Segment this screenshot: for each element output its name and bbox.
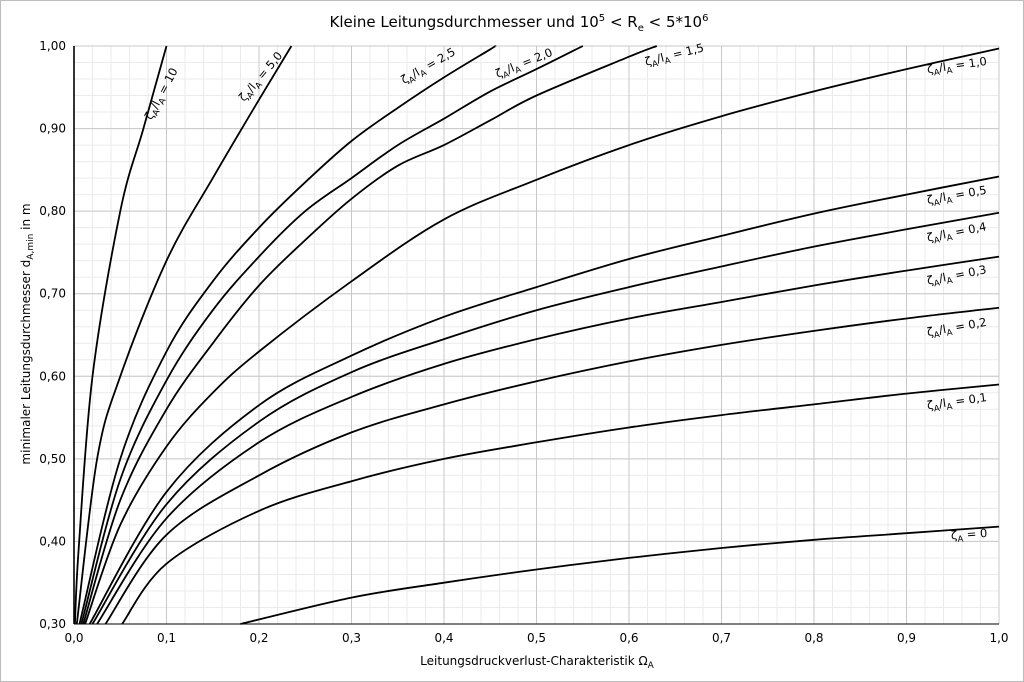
y-tick-label: 0,70 bbox=[39, 287, 66, 301]
y-axis-label: minimaler Leitungsdurchmesser dA,min in … bbox=[19, 203, 36, 464]
y-tick-label: 0,80 bbox=[39, 204, 66, 218]
series-line-1 bbox=[121, 383, 1000, 625]
series-line-10 bbox=[75, 45, 293, 625]
y-tick-label: 1,00 bbox=[39, 39, 66, 53]
x-tick-label: 0,8 bbox=[804, 631, 823, 645]
series-line-0 bbox=[240, 525, 1000, 625]
curve-label: ζA/lA = 0,1 bbox=[926, 390, 988, 415]
x-tick-label: 0,3 bbox=[342, 631, 361, 645]
grid-major bbox=[73, 45, 1000, 625]
series-line-9 bbox=[78, 45, 497, 625]
curve-label: ζA/lA = 5,0 bbox=[236, 49, 288, 106]
curve-label: ζA/lA = 0,3 bbox=[926, 262, 988, 290]
curve-label: ζA = 0 bbox=[950, 526, 987, 545]
y-tick-label: 0,30 bbox=[39, 617, 66, 631]
chart-title: Kleine Leitungsdurchmesser und 105 < Re … bbox=[330, 13, 709, 34]
curve-label: ζA/lA = 1,5 bbox=[643, 40, 706, 71]
x-tick-label: 0,5 bbox=[527, 631, 546, 645]
x-tick-label: 0,4 bbox=[434, 631, 453, 645]
series-line-5 bbox=[88, 175, 1000, 625]
curve-labels: ζA/lA = 10 ζA/lA = 5,0 ζA/lA = 2,5 ζA/lA = … bbox=[142, 40, 988, 545]
x-tick-label: 0,9 bbox=[897, 631, 916, 645]
series-line-6 bbox=[84, 47, 1000, 625]
x-tick-label: 0,1 bbox=[157, 631, 176, 645]
y-tick-label: 0,40 bbox=[39, 534, 66, 548]
series-line-4 bbox=[91, 211, 1000, 625]
curve-label: ζA/lA = 0,5 bbox=[926, 183, 988, 210]
x-tick-label: 0,0 bbox=[64, 631, 83, 645]
tick-labels: 0,0 0,1 0,2 0,3 0,4 0,5 0,6 0,7 0,8 0,9 1,0 0,30 0,4… bbox=[39, 39, 1008, 645]
x-tick-label: 0,2 bbox=[249, 631, 268, 645]
curve-label: ζA/lA = 2,5 bbox=[399, 45, 460, 90]
x-axis-label: Leitungsdruckverlust-Charakteristik ΩA bbox=[420, 654, 654, 671]
curve-label: ζA/lA = 0,4 bbox=[926, 219, 988, 247]
series-line-2 bbox=[104, 306, 1000, 625]
curve-label: ζA/lA = 1,0 bbox=[926, 54, 988, 79]
series-line-11 bbox=[74, 45, 168, 625]
y-tick-label: 0,50 bbox=[39, 452, 66, 466]
axes bbox=[73, 46, 999, 625]
x-tick-label: 0,6 bbox=[619, 631, 638, 645]
y-tick-label: 0,90 bbox=[39, 122, 66, 136]
series-line-3 bbox=[96, 255, 1000, 625]
series-line-8 bbox=[80, 45, 584, 625]
y-tick-label: 0,60 bbox=[39, 369, 66, 383]
curve-label: ζA/lA = 0,2 bbox=[926, 315, 988, 342]
series-line-7 bbox=[82, 45, 658, 625]
x-tick-label: 1,0 bbox=[989, 631, 1008, 645]
x-tick-label: 0,7 bbox=[712, 631, 731, 645]
curves bbox=[74, 45, 1000, 625]
